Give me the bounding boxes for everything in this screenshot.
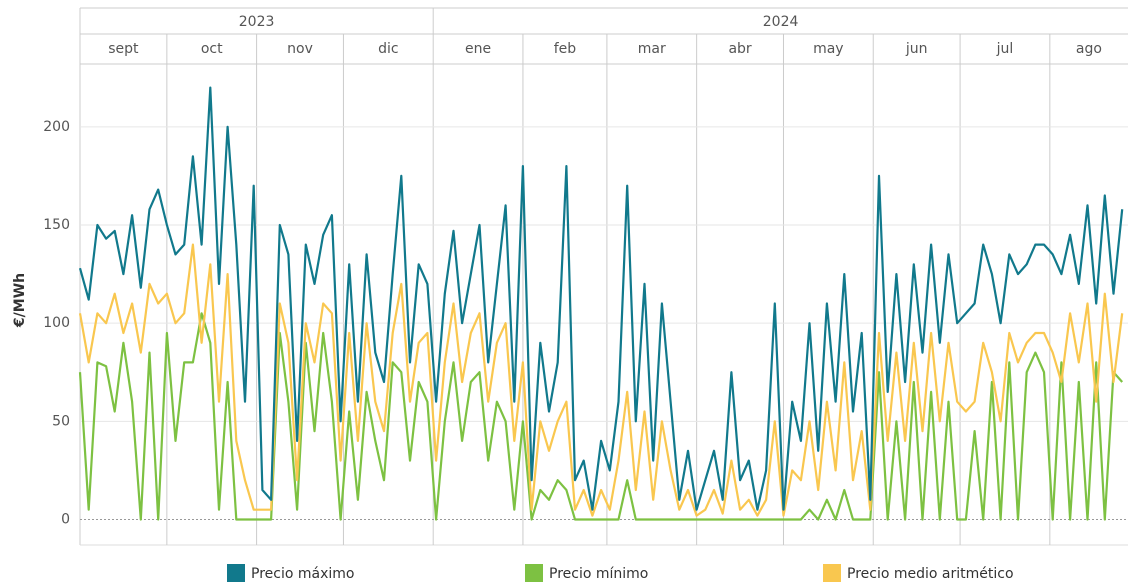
legend-label: Precio medio aritmético [847,566,1014,582]
year-label: 2023 [239,14,275,30]
month-label: ago [1076,41,1102,57]
y-tick-label: 150 [43,217,70,233]
month-label: ene [465,41,491,57]
legend-swatch [823,564,841,582]
month-label: jul [996,41,1014,57]
legend-label: Precio mínimo [549,566,648,582]
legend-swatch [227,564,245,582]
month-label: sept [108,41,139,57]
series-line [78,312,1124,521]
y-tick-label: 100 [43,315,70,331]
month-label: jun [905,41,928,57]
series-line [78,243,1124,517]
year-label: 2024 [763,14,799,30]
month-label: may [813,41,844,57]
legend-swatch [525,564,543,582]
month-label: mar [638,41,666,57]
y-tick-label: 50 [52,413,70,429]
y-axis-title: €/MWh [12,273,28,328]
month-label: dic [378,41,398,57]
series-line [78,86,1124,511]
month-label: oct [201,41,223,57]
month-label: nov [287,41,313,57]
month-label: abr [728,41,751,57]
legend-label: Precio máximo [251,566,354,582]
y-tick-label: 0 [61,511,70,527]
month-label: feb [554,41,577,57]
y-tick-label: 200 [43,119,70,135]
